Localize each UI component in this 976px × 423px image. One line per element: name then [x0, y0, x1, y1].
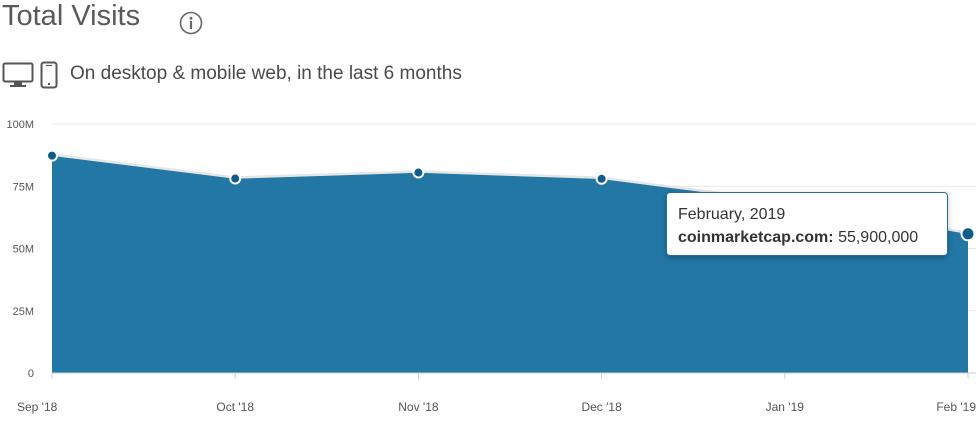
chart-tooltip: February, 2019 coinmarketcap.com: 55,900… — [666, 192, 948, 256]
x-tick-label: Dec '18 — [581, 400, 622, 414]
tooltip-value: 55,900,000 — [838, 229, 919, 246]
data-point — [46, 149, 58, 162]
x-tick-label: Oct '18 — [216, 400, 254, 414]
mobile-phone-icon — [40, 61, 58, 94]
y-tick-label: 25M — [13, 306, 34, 318]
y-tick-label: 100M — [6, 119, 34, 131]
y-tick-label: 50M — [13, 244, 34, 256]
data-point — [229, 172, 242, 185]
data-point — [412, 166, 425, 179]
desktop-monitor-icon — [2, 62, 34, 93]
data-point — [960, 226, 976, 242]
y-tick-label: 75M — [13, 181, 34, 193]
x-tick-label: Jan '19 — [766, 400, 805, 414]
y-tick-label: 0 — [28, 368, 34, 380]
data-point — [595, 172, 608, 185]
x-tick-label: Feb '19 — [936, 400, 976, 414]
area-fill — [52, 155, 968, 373]
x-tick-label: Sep '18 — [17, 400, 58, 414]
tooltip-date: February, 2019 — [678, 206, 786, 223]
subtitle: On desktop & mobile web, in the last 6 m… — [70, 63, 462, 84]
x-tick-label: Nov '18 — [398, 400, 439, 414]
tooltip-site: coinmarketcap.com: — [678, 229, 834, 246]
page-title: Total Visits — [2, 0, 141, 32]
info-icon[interactable] — [179, 11, 203, 40]
